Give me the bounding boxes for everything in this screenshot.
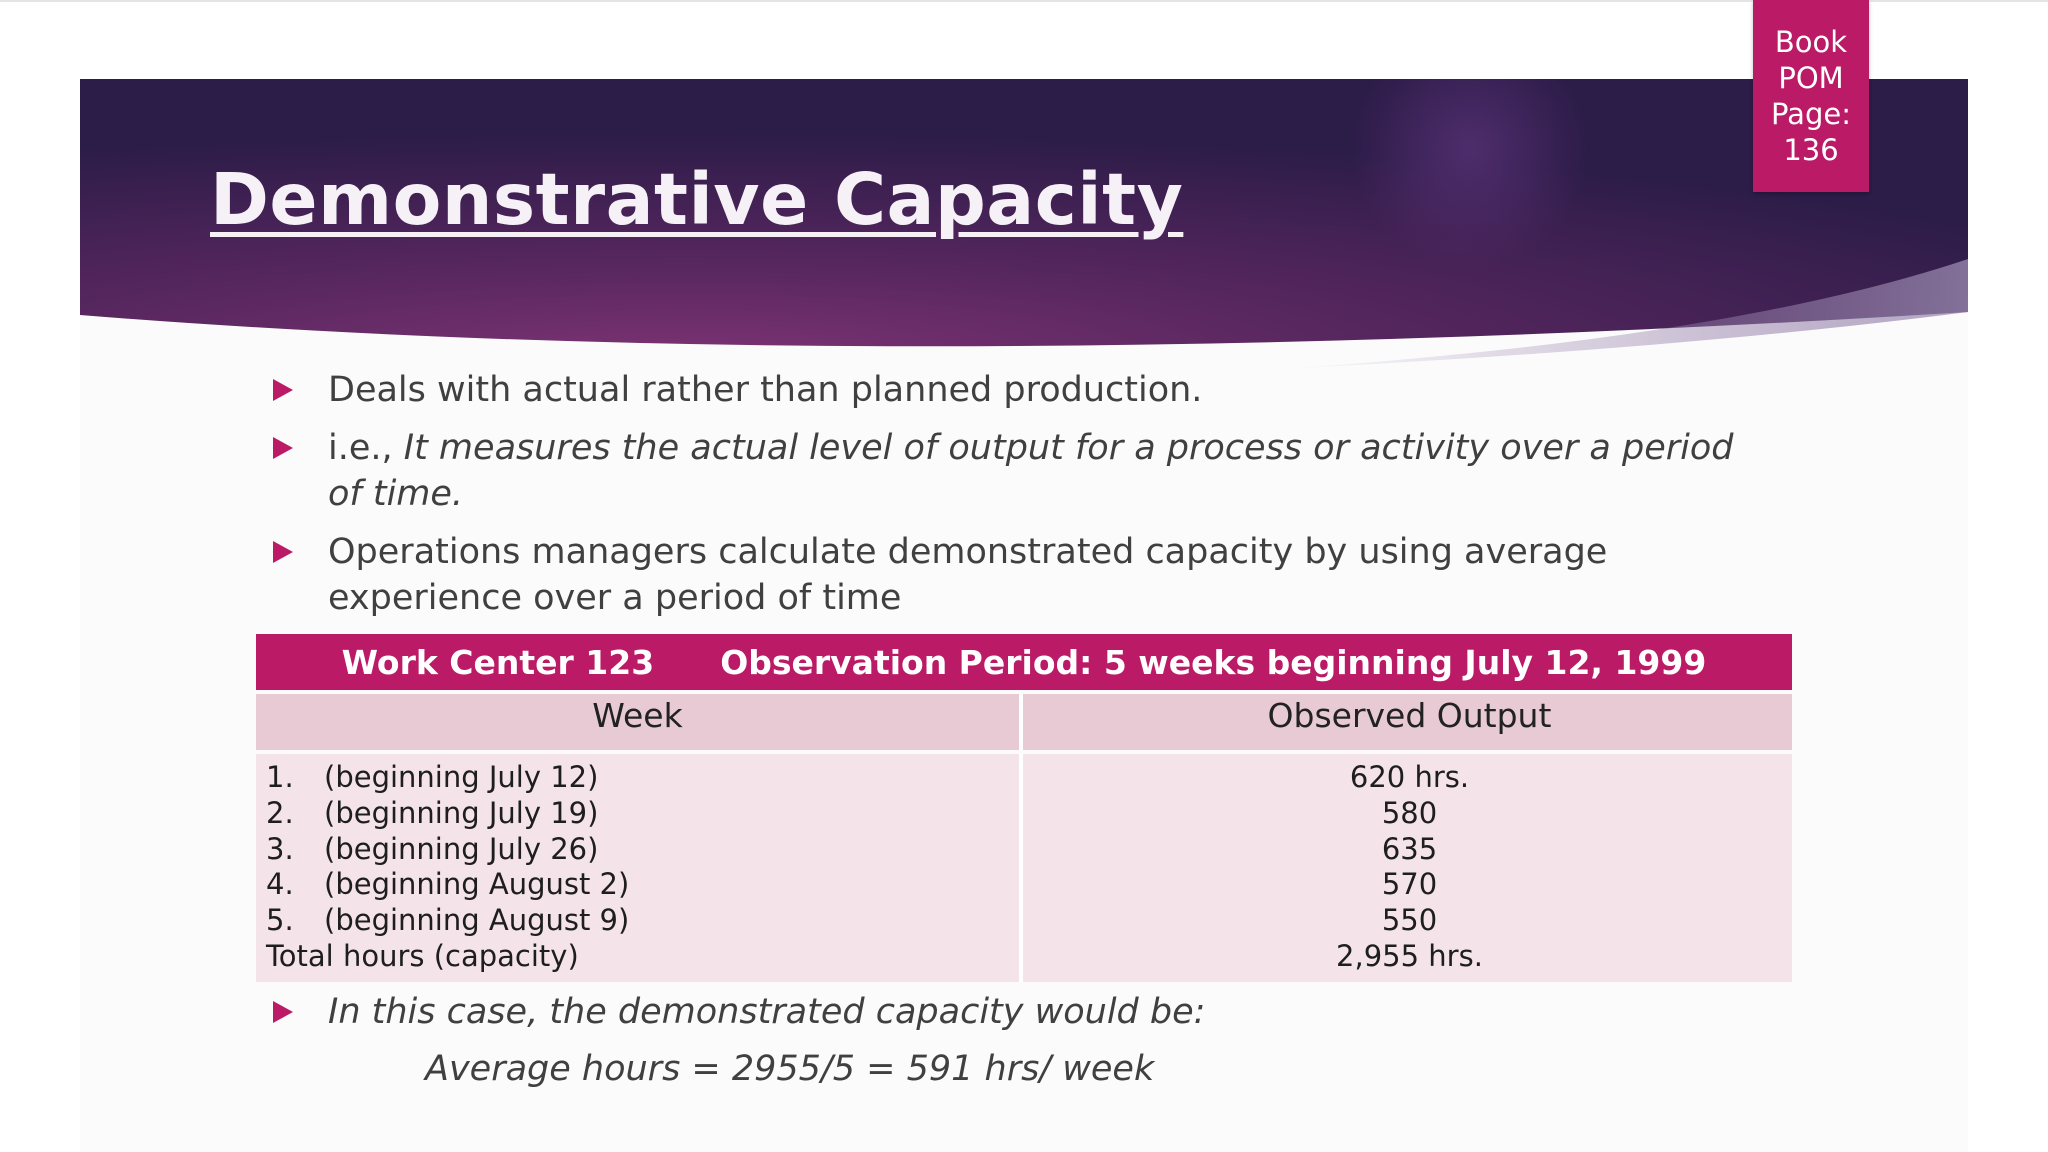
work-center-label: Work Center 123: [341, 642, 655, 682]
table-column-headers: Week Observed Output: [256, 694, 1792, 750]
row-number: 5.: [266, 903, 294, 938]
table-row: 2. (beginning July 19): [266, 796, 1019, 832]
row-number: 2.: [266, 795, 294, 830]
row-week: (beginning August 2): [324, 867, 630, 902]
row-week: (beginning July 26): [324, 831, 599, 866]
average-formula: Average hours = 2955/5 = 591 hrs/ week: [425, 1049, 1155, 1089]
conclusion: In this case, the demonstrated capacity …: [270, 989, 1670, 1047]
conclusion-text: In this case, the demonstrated capacity …: [328, 992, 1206, 1032]
bullet-item: Deals with actual rather than planned pr…: [270, 367, 1770, 413]
bullet-arrow-icon: [273, 541, 293, 563]
page-tab-line: Page:: [1771, 97, 1851, 131]
capacity-table: Work Center 123 Observation Period: 5 we…: [256, 634, 1792, 982]
bullet-arrow-icon: [273, 1001, 293, 1023]
row-output: 635: [1381, 831, 1438, 866]
bullet-item: i.e., It measures the actual level of ou…: [270, 425, 1770, 517]
row-week: (beginning July 12): [324, 760, 599, 794]
row-number: 1.: [266, 760, 294, 794]
total-label: Total hours (capacity): [266, 938, 579, 973]
row-output: 570: [1381, 867, 1438, 902]
bullet-item: In this case, the demonstrated capacity …: [270, 989, 1670, 1035]
table-row: 5. (beginning August 9): [266, 903, 1019, 939]
page-title: Demonstrative Capacity: [210, 158, 1184, 241]
page-tab-line: POM: [1778, 61, 1844, 95]
page-tab-line: 136: [1783, 133, 1839, 167]
row-output: 620 hrs.: [1349, 760, 1470, 794]
page-tab-line: Book: [1774, 25, 1848, 59]
table-row: 3. (beginning July 26): [266, 832, 1019, 868]
book-page-tab: Book POM Page: 136: [1753, 0, 1869, 192]
output-column: 620 hrs. 580 635 570 550 2,955 hrs.: [1027, 754, 1792, 982]
bullet-list: Deals with actual rather than planned pr…: [270, 367, 1770, 633]
row-output: 580: [1381, 795, 1438, 830]
bullet-arrow-icon: [273, 379, 293, 401]
row-number: 3.: [266, 831, 294, 866]
bullet-item: Operations managers calculate demonstrat…: [270, 529, 1770, 621]
column-header-output: Observed Output: [1267, 696, 1552, 735]
top-border: [0, 0, 2048, 2]
bullet-arrow-icon: [273, 437, 293, 459]
table-row: 4. (beginning August 2): [266, 867, 1019, 903]
title-banner: [80, 79, 1968, 369]
row-week: (beginning August 9): [324, 903, 630, 938]
column-header-week: Week: [592, 696, 683, 735]
table-row: 1. (beginning July 12): [266, 760, 1019, 796]
bullet-text: It measures the actual level of output f…: [328, 428, 1734, 514]
bullet-prefix: i.e.,: [328, 428, 404, 468]
observation-period-label: Observation Period: 5 weeks beginning Ju…: [720, 642, 1707, 682]
bullet-text: Deals with actual rather than planned pr…: [328, 370, 1203, 410]
table-body: 1. (beginning July 12) 2. (beginning July …: [256, 754, 1792, 982]
table-header: Work Center 123 Observation Period: 5 we…: [256, 634, 1792, 690]
week-column: 1. (beginning July 12) 2. (beginning July …: [256, 754, 1019, 982]
row-output: 550: [1381, 903, 1438, 938]
bullet-text: Operations managers calculate demonstrat…: [328, 532, 1608, 618]
row-number: 4.: [266, 867, 294, 902]
total-value: 2,955 hrs.: [1336, 938, 1483, 973]
row-week: (beginning July 19): [324, 795, 599, 830]
